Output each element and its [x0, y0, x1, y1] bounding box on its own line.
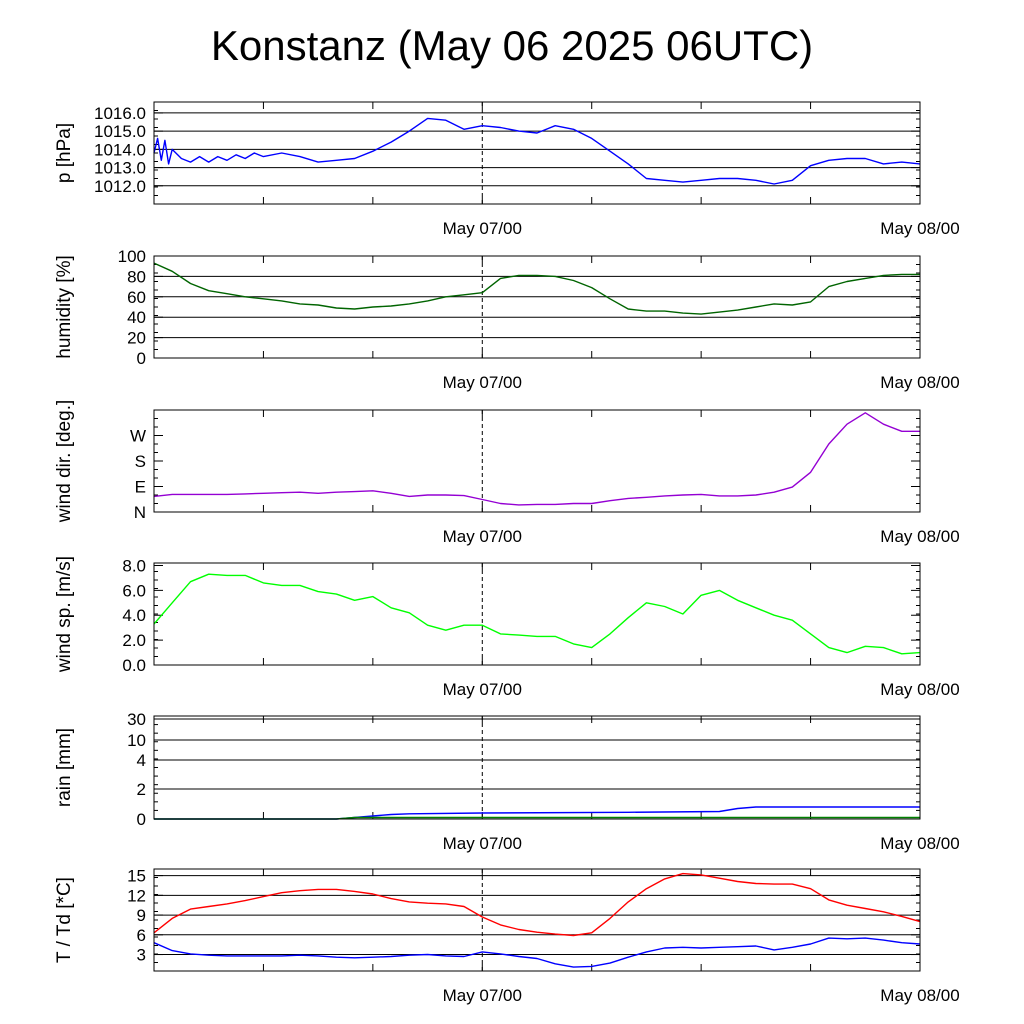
y-axis-label: T / Td [*C]: [54, 877, 75, 963]
chart-title: Konstanz (May 06 2025 06UTC): [210, 22, 814, 69]
y-axis-label: wind dir. [deg.]: [54, 400, 75, 524]
y-tick-label: 40: [127, 308, 146, 327]
y-tick-label: 1014.0: [94, 140, 146, 159]
plot-frame: [153, 562, 921, 666]
wind-speed-panel: 0.0 2.0 4.0 6.0 8.0 May 07/00 May 08/00 wind sp…: [54, 556, 960, 699]
y-tick-label: 10: [127, 731, 146, 750]
x-tick-label: May 07/00: [443, 527, 522, 546]
y-tick-label: 0.0: [122, 656, 146, 675]
x-tick-label: May 07/00: [443, 680, 522, 699]
y-tick-label: 30: [127, 710, 146, 729]
y-tick-label: 1016.0: [94, 104, 146, 123]
y-tick-label: 20: [127, 329, 146, 348]
y-tick-label: 0: [137, 810, 146, 829]
x-tick-label: May 07/00: [443, 834, 522, 853]
x-tick-label: May 08/00: [880, 834, 959, 853]
y-tick-label: 6: [137, 926, 146, 945]
x-tick-label: May 07/00: [443, 986, 522, 1005]
plot-frame: [153, 715, 921, 820]
x-tick-label: May 08/00: [880, 680, 959, 699]
y-axis-label: p [hPa]: [54, 123, 75, 183]
series-line-0: [153, 872, 921, 937]
x-tick-label: May 08/00: [880, 527, 959, 546]
y-tick-label: 4: [137, 751, 146, 770]
series-line-1: [153, 937, 921, 968]
plot-frame: [153, 409, 921, 513]
y-tick-label: 60: [127, 288, 146, 307]
y-axis-label: humidity [%]: [54, 255, 75, 358]
y-axis-label: wind sp. [m/s]: [54, 556, 75, 673]
y-tick-label: W: [130, 427, 146, 446]
x-tick-label: May 08/00: [880, 373, 959, 392]
rain-panel: 0 2 410 30 May 07/00 May 08/00 rain [mm]: [54, 710, 960, 853]
x-tick-label: May 08/00: [880, 986, 959, 1005]
series-line-0: [153, 412, 920, 506]
series-line-0: [153, 262, 920, 315]
y-tick-label: 1012.0: [94, 177, 146, 196]
y-tick-label: 80: [127, 267, 146, 286]
x-tick-label: May 08/00: [880, 219, 959, 238]
y-tick-label: 100: [118, 247, 146, 266]
y-tick-label: 6.0: [122, 581, 146, 600]
y-tick-label: 1013.0: [94, 159, 146, 178]
x-tick-label: May 07/00: [443, 219, 522, 238]
y-tick-label: E: [135, 478, 146, 497]
plot-frame: [153, 255, 921, 359]
y-tick-label: 2: [137, 780, 146, 799]
y-tick-label: S: [135, 452, 146, 471]
y-tick-label: 3: [137, 946, 146, 965]
y-tick-label: 0: [137, 349, 146, 368]
x-tick-label: May 07/00: [443, 373, 522, 392]
plot-frame: [153, 101, 921, 205]
y-tick-label: 1015.0: [94, 122, 146, 141]
y-tick-label: 4.0: [122, 606, 146, 625]
y-tick-label: 8.0: [122, 556, 146, 575]
y-tick-label: 15: [127, 867, 146, 886]
y-tick-label: 2.0: [122, 631, 146, 650]
series-line-0: [153, 573, 921, 655]
plot-frame: [153, 868, 921, 972]
series-line-0: [153, 117, 921, 185]
y-tick-label: 12: [127, 886, 146, 905]
y-axis-label: rain [mm]: [54, 728, 75, 807]
y-tick-label: N: [134, 503, 146, 522]
y-tick-label: 9: [137, 906, 146, 925]
